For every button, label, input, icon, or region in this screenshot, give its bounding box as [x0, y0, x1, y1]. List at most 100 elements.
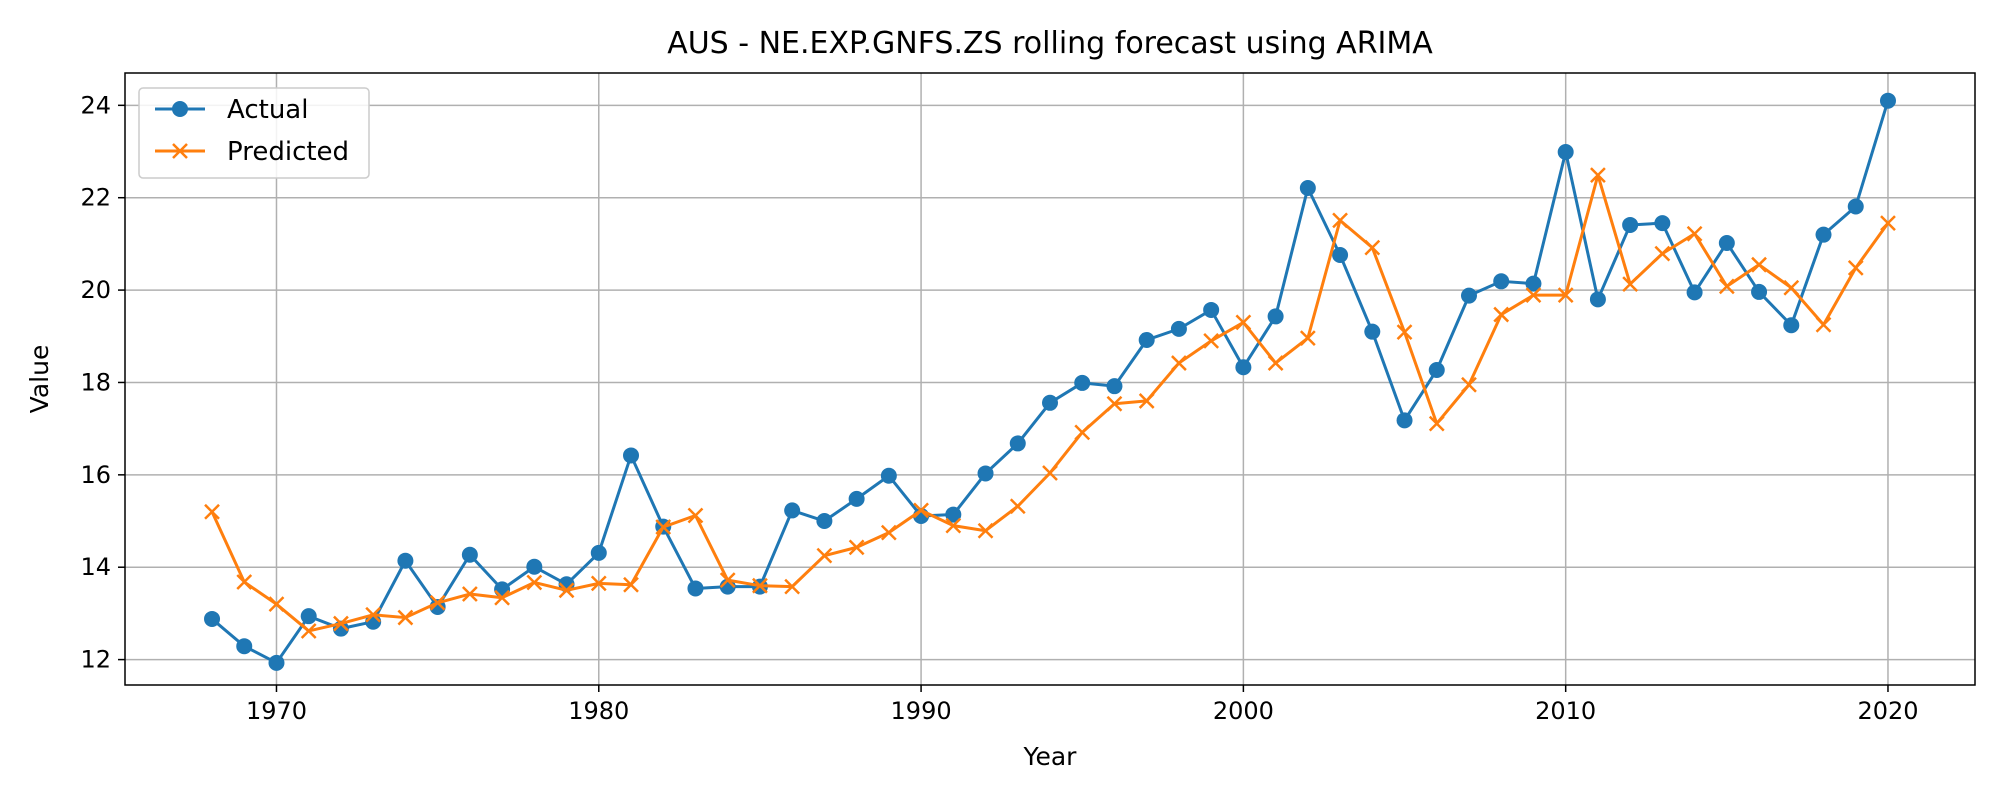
- data-point-predicted: [558, 582, 575, 599]
- data-point-actual: [397, 552, 414, 569]
- data-point-predicted: [1235, 314, 1252, 331]
- data-point-actual: [1589, 291, 1606, 308]
- data-point-predicted: [1106, 395, 1123, 412]
- data-point-predicted: [1138, 393, 1155, 409]
- data-point-predicted: [365, 606, 382, 623]
- data-point-predicted: [816, 547, 833, 564]
- chart-title: AUS - NE.EXP.GNFS.ZS rolling forecast us…: [667, 26, 1433, 61]
- data-point-predicted: [1042, 465, 1058, 481]
- data-point-actual: [1654, 215, 1671, 232]
- data-point-actual: [1235, 359, 1252, 376]
- data-point-predicted: [494, 589, 510, 606]
- data-point-actual: [1203, 301, 1220, 318]
- data-point-predicted: [1493, 306, 1510, 323]
- data-point-actual: [236, 638, 253, 655]
- y-tick-label: 22: [80, 184, 111, 212]
- data-point-actual: [590, 544, 607, 561]
- series-predicted: [204, 167, 1896, 639]
- data-point-actual: [1557, 143, 1574, 160]
- data-point-actual: [1074, 374, 1091, 391]
- legend-label-predicted: Predicted: [227, 137, 349, 167]
- data-point-actual: [1428, 361, 1445, 378]
- x-tick-label: 2010: [1535, 697, 1596, 725]
- data-point-actual: [268, 654, 285, 671]
- data-point-actual: [1783, 317, 1800, 334]
- data-point-predicted: [1461, 376, 1477, 393]
- series-layer: [204, 92, 1896, 671]
- data-point-actual: [1396, 412, 1413, 429]
- series-actual: [204, 92, 1896, 671]
- data-point-actual: [1364, 323, 1381, 340]
- data-point-actual: [784, 502, 801, 519]
- data-point-actual: [1751, 283, 1768, 300]
- data-point-actual: [1009, 435, 1026, 452]
- data-point-predicted: [1364, 239, 1381, 256]
- data-point-predicted: [1686, 225, 1703, 242]
- data-point-predicted: [268, 596, 285, 613]
- data-point-predicted: [1203, 333, 1220, 349]
- data-point-predicted: [623, 576, 639, 593]
- y-tick-label: 14: [80, 553, 111, 581]
- data-point-predicted: [1590, 167, 1606, 183]
- y-tick-label: 20: [80, 276, 111, 304]
- data-point-actual: [1879, 92, 1896, 109]
- data-point-predicted: [1396, 324, 1413, 341]
- y-axis-label: Value: [25, 345, 54, 414]
- legend: Actual Predicted: [138, 87, 370, 179]
- data-point-predicted: [1815, 316, 1832, 333]
- x-ticks: 1970 1980 1990 2000 2010 2020: [246, 685, 1919, 725]
- data-point-predicted: [784, 578, 801, 595]
- x-tick-label: 2000: [1213, 697, 1274, 725]
- data-point-actual: [816, 513, 833, 530]
- data-point-predicted: [1074, 424, 1091, 441]
- data-point-predicted: [1171, 355, 1187, 371]
- y-ticks: 12 14 16 18 20 22 24: [80, 91, 125, 674]
- x-tick-label: 1980: [568, 697, 629, 725]
- grid: [125, 73, 1975, 685]
- y-tick-label: 18: [80, 368, 111, 396]
- data-point-predicted: [655, 519, 672, 535]
- data-point-predicted: [880, 524, 897, 541]
- data-point-predicted: [1267, 355, 1284, 371]
- data-point-predicted: [1718, 278, 1735, 295]
- data-point-predicted: [1880, 215, 1896, 231]
- data-point-predicted: [1525, 287, 1542, 304]
- data-point-predicted: [687, 507, 704, 524]
- data-point-predicted: [300, 623, 317, 639]
- data-point-predicted: [429, 594, 446, 611]
- data-point-actual: [1493, 273, 1510, 290]
- data-point-predicted: [1009, 498, 1026, 515]
- data-point-actual: [1460, 287, 1477, 304]
- x-axis-label: Year: [1023, 742, 1078, 771]
- data-point-actual: [623, 447, 640, 464]
- y-tick-label: 12: [80, 646, 111, 674]
- data-point-actual: [1686, 284, 1703, 301]
- data-point-actual: [1847, 198, 1864, 215]
- data-point-predicted: [1847, 260, 1864, 276]
- legend-label-actual: Actual: [227, 95, 308, 125]
- data-point-actual: [1622, 216, 1639, 233]
- data-point-predicted: [913, 502, 929, 519]
- data-point-actual: [880, 467, 897, 484]
- data-point-actual: [1815, 226, 1832, 243]
- data-point-predicted: [977, 522, 994, 539]
- data-point-actual: [945, 506, 962, 523]
- data-point-actual: [687, 580, 704, 597]
- data-point-predicted: [1557, 287, 1574, 304]
- data-point-actual: [526, 558, 543, 575]
- data-point-predicted: [397, 609, 414, 626]
- data-point-predicted: [1428, 415, 1445, 432]
- data-point-actual: [1106, 378, 1123, 395]
- legend-marker-predicted: [172, 143, 188, 159]
- x-tick-label: 1970: [246, 697, 307, 725]
- data-point-predicted: [945, 517, 962, 534]
- data-point-actual: [1138, 331, 1155, 348]
- data-point-predicted: [1332, 212, 1348, 229]
- data-point-actual: [1170, 320, 1187, 337]
- y-tick-label: 16: [80, 461, 111, 489]
- data-point-predicted: [1299, 330, 1316, 347]
- data-point-actual: [1525, 275, 1542, 292]
- data-point-predicted: [461, 586, 478, 602]
- data-point-predicted: [526, 574, 543, 591]
